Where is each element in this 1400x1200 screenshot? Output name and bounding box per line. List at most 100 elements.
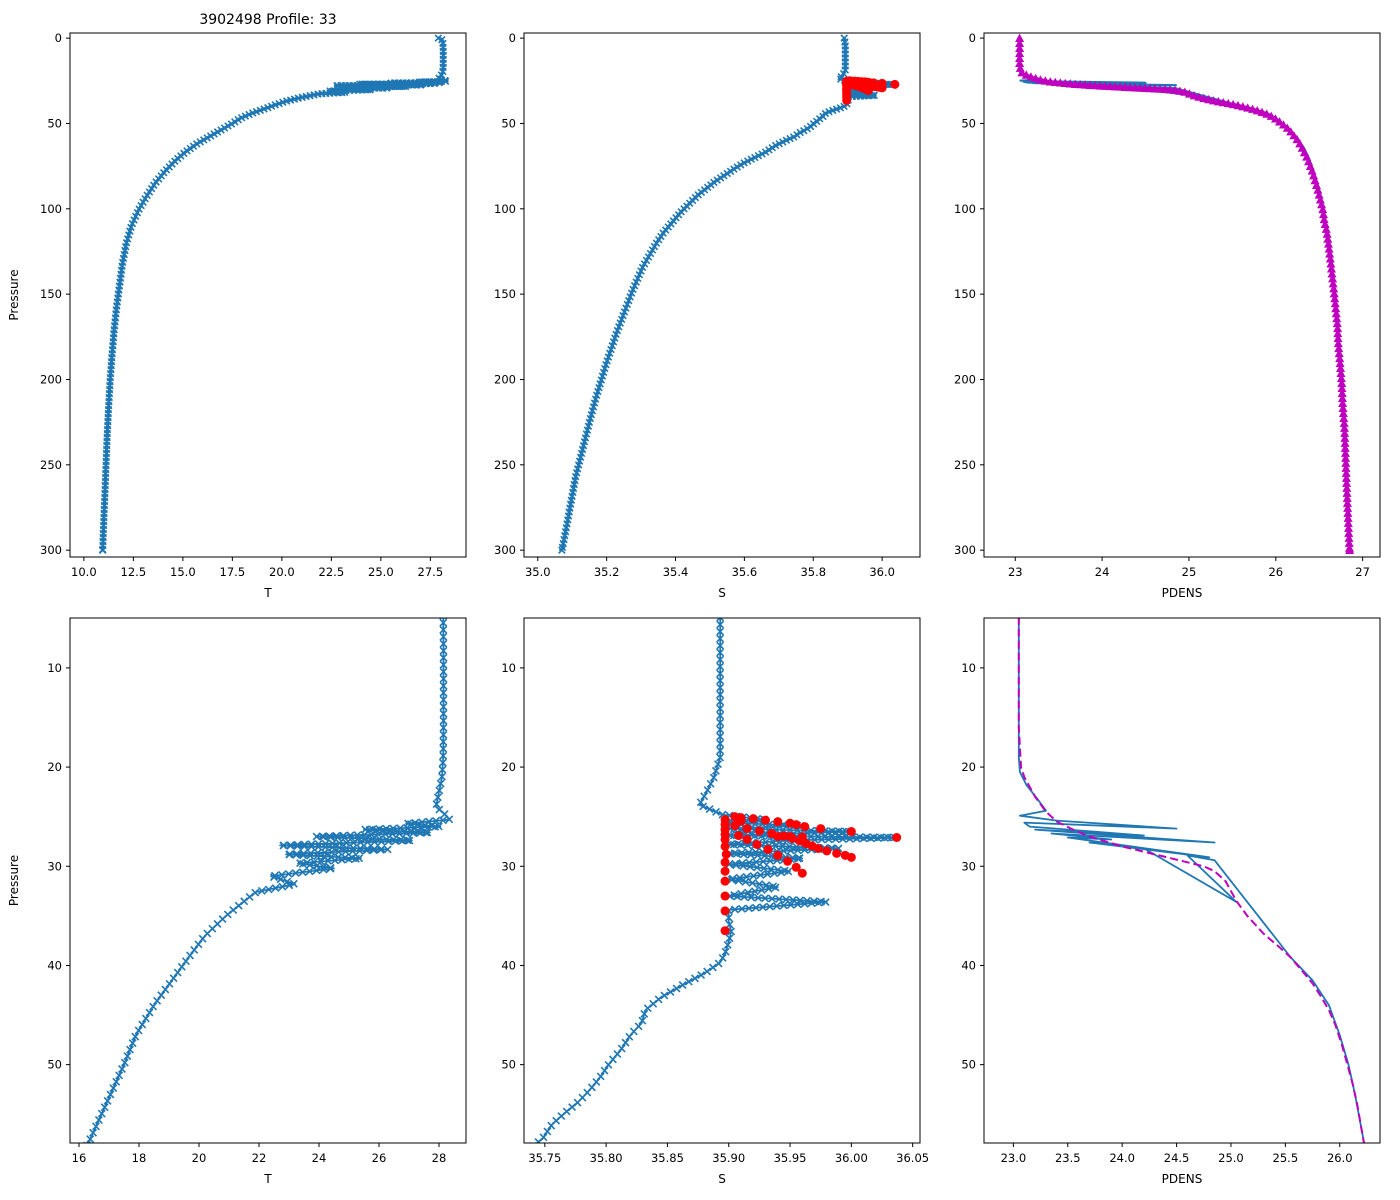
- y-tick-label: 20: [47, 760, 62, 774]
- x-tick-label: 36.05: [896, 1151, 929, 1165]
- x-tick-label: 24: [1095, 565, 1110, 579]
- subplot-pdens-bottom: 23.0 23.5 24.0 24.5 25.0 25.5 26.0 10 20 30 40 50 PD…: [961, 617, 1381, 1186]
- x-axis-label-pdens-bottom: PDENS: [1162, 1172, 1203, 1186]
- series-pdens-raw-zoom: [1017, 618, 1366, 1143]
- y-tick-label: 100: [494, 202, 516, 216]
- figure-title: 3902498 Profile: 33: [199, 12, 337, 28]
- y-tick-label: 50: [961, 1058, 976, 1072]
- x-tick-label: 18: [132, 1151, 147, 1165]
- x-tick-label: 24.5: [1164, 1151, 1190, 1165]
- x-axis-label-pdens-top: PDENS: [1162, 586, 1203, 600]
- x-tick-label: 10.0: [71, 565, 97, 579]
- series-temperature-profile: [98, 34, 450, 554]
- subplot-s-top: 35.0 35.2 35.4 35.6 35.8 36.0 0 50 100 150 200 250 3…: [494, 31, 921, 600]
- x-tick-label: 23: [1008, 565, 1023, 579]
- y-tick-label: 40: [961, 958, 976, 972]
- y-tick-label: 50: [501, 116, 516, 130]
- x-tick-label: 35.2: [594, 565, 620, 579]
- axes-frame-pdens-top: [983, 32, 1381, 558]
- x-tick-label: 26.0: [1327, 1151, 1353, 1165]
- x-axis-label-t-bottom: T: [263, 1172, 272, 1186]
- x-tick-label: 25.0: [1218, 1151, 1244, 1165]
- subplot-pdens-top: 23 24 25 26 27 0 50 100 150 200 250 300 PDENS: [954, 31, 1381, 600]
- subplot-s-bottom: 35.75 35.80 35.85 35.90 35.95 36.00 36.05 10 20 3…: [501, 617, 929, 1186]
- x-tick-label: 35.6: [732, 565, 758, 579]
- y-tick-label: 40: [501, 958, 516, 972]
- y-tick-label: 150: [40, 287, 62, 301]
- x-tick-label: 27: [1355, 565, 1370, 579]
- y-tick-label: 20: [501, 760, 516, 774]
- x-tick-label: 35.90: [712, 1151, 745, 1165]
- series-temperature-profile-zoom: [83, 618, 454, 1143]
- y-tick-label: 30: [47, 859, 62, 873]
- x-tick-label: 36.0: [869, 565, 895, 579]
- x-tick-label: 35.85: [651, 1151, 684, 1165]
- x-tick-label: 12.5: [121, 565, 147, 579]
- y-tick-label: 200: [494, 372, 516, 386]
- x-tick-label: 36.00: [835, 1151, 868, 1165]
- x-tick-label: 35.75: [528, 1151, 561, 1165]
- x-tick-label: 17.5: [220, 565, 246, 579]
- x-tick-label: 27.5: [418, 565, 444, 579]
- series-pdens-adjusted-line: [1018, 38, 1352, 551]
- x-tick-label: 25.0: [368, 565, 394, 579]
- y-tick-label: 250: [954, 458, 976, 472]
- y-tick-label: 0: [969, 31, 976, 45]
- y-tick-label: 50: [501, 1058, 516, 1072]
- y-tick-label: 200: [40, 372, 62, 386]
- series-pdens-adjusted-markers: [1015, 33, 1355, 554]
- y-tick-label: 50: [961, 116, 976, 130]
- y-tick-label: 0: [509, 31, 516, 45]
- series-salinity-flagged-zoom: [720, 812, 902, 936]
- x-tick-label: 26: [1268, 565, 1283, 579]
- x-tick-label: 35.4: [663, 565, 689, 579]
- x-tick-label: 28: [432, 1151, 447, 1165]
- x-tick-label: 22: [252, 1151, 267, 1165]
- y-tick-label: 250: [40, 458, 62, 472]
- y-axis-label-t-bottom: Pressure: [7, 855, 21, 906]
- x-tick-label: 25: [1182, 565, 1197, 579]
- y-tick-label: 300: [954, 543, 976, 557]
- y-tick-label: 150: [954, 287, 976, 301]
- x-tick-label: 23.0: [1001, 1151, 1027, 1165]
- x-tick-label: 25.5: [1273, 1151, 1299, 1165]
- y-tick-label: 100: [954, 202, 976, 216]
- x-tick-label: 26: [372, 1151, 387, 1165]
- axes-frame-s-bottom: [523, 617, 921, 1144]
- y-tick-label: 10: [501, 661, 516, 675]
- y-tick-label: 150: [494, 287, 516, 301]
- x-axis-label-t-top: T: [263, 586, 272, 600]
- x-tick-label: 20.0: [269, 565, 295, 579]
- series-pdens-adjusted-zoom: [1017, 618, 1365, 1143]
- y-tick-label: 20: [961, 760, 976, 774]
- y-tick-label: 40: [47, 958, 62, 972]
- y-tick-label: 10: [961, 661, 976, 675]
- y-tick-label: 200: [954, 372, 976, 386]
- x-axis-label-s-bottom: S: [718, 1172, 726, 1186]
- y-tick-label: 30: [501, 859, 516, 873]
- x-axis-label-s-top: S: [718, 586, 726, 600]
- subplot-t-top: 10.0 12.5 15.0 17.5 20.0 22.5 25.0 27.5 0 50 100 15…: [7, 31, 467, 600]
- y-tick-label: 50: [47, 1058, 62, 1072]
- x-tick-label: 22.5: [319, 565, 345, 579]
- y-tick-label: 300: [494, 543, 516, 557]
- x-tick-label: 24.0: [1109, 1151, 1135, 1165]
- x-tick-label: 35.0: [525, 565, 551, 579]
- x-tick-label: 24: [312, 1151, 327, 1165]
- series-salinity-profile-zoom: [528, 618, 899, 1143]
- series-pdens-raw: [1018, 38, 1351, 551]
- x-tick-label: 35.8: [800, 565, 826, 579]
- x-tick-label: 16: [72, 1151, 87, 1165]
- y-tick-label: 10: [47, 661, 62, 675]
- y-tick-label: 30: [961, 859, 976, 873]
- subplot-t-bottom: 16 18 20 22 24 26 28 10 20 30 40 50 T Pressure: [7, 617, 467, 1186]
- axes-frame-t-bottom: [69, 617, 467, 1144]
- y-tick-label: 0: [55, 31, 62, 45]
- y-axis-label-t-top: Pressure: [7, 269, 21, 320]
- y-tick-label: 300: [40, 543, 62, 557]
- y-tick-label: 50: [47, 116, 62, 130]
- axes-frame-s-top: [523, 32, 921, 558]
- x-tick-label: 23.5: [1055, 1151, 1081, 1165]
